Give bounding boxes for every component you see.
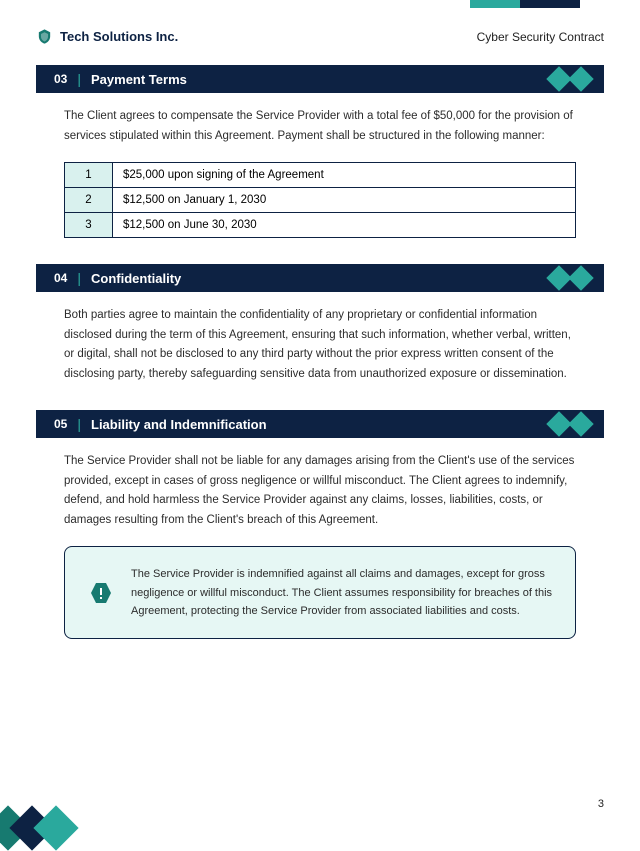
row-text: $12,500 on June 30, 2030 — [113, 213, 576, 238]
row-number: 1 — [65, 163, 113, 188]
section-header-confidentiality: 04 | Confidentiality — [36, 264, 604, 292]
row-number: 3 — [65, 213, 113, 238]
section-divider: | — [77, 71, 91, 87]
section-title: Confidentiality — [91, 271, 181, 286]
page-header: Tech Solutions Inc. Cyber Security Contr… — [0, 0, 640, 65]
payment-schedule-table: 1 $25,000 upon signing of the Agreement … — [64, 162, 576, 238]
table-row: 3 $12,500 on June 30, 2030 — [65, 213, 576, 238]
row-text: $25,000 upon signing of the Agreement — [113, 163, 576, 188]
page-number: 3 — [598, 798, 604, 810]
section-header-liability: 05 | Liability and Indemnification — [36, 410, 604, 438]
diamond-decoration — [552, 70, 596, 88]
callout-text: The Service Provider is indemnified agai… — [131, 565, 553, 619]
row-number: 2 — [65, 188, 113, 213]
section-number: 04 — [36, 271, 77, 285]
diamond-decoration — [552, 415, 596, 433]
table-row: 1 $25,000 upon signing of the Agreement — [65, 163, 576, 188]
section-title: Liability and Indemnification — [91, 417, 267, 432]
section-number: 05 — [36, 417, 77, 431]
footer-decoration — [0, 812, 72, 828]
content-area: 03 | Payment Terms The Client agrees to … — [0, 65, 640, 639]
table-row: 2 $12,500 on January 1, 2030 — [65, 188, 576, 213]
section-number: 03 — [36, 72, 77, 86]
brand-logo-icon — [36, 28, 53, 45]
liability-callout: The Service Provider is indemnified agai… — [64, 546, 576, 638]
brand-name: Tech Solutions Inc. — [60, 29, 178, 44]
section-divider: | — [77, 416, 91, 432]
alert-hex-icon — [89, 581, 113, 605]
liability-body: The Service Provider shall not be liable… — [36, 452, 604, 530]
confidentiality-body: Both parties agree to maintain the confi… — [36, 306, 604, 384]
top-accent-bars — [470, 0, 580, 8]
section-header-payment: 03 | Payment Terms — [36, 65, 604, 93]
diamond-decoration — [552, 269, 596, 287]
payment-body: The Client agrees to compensate the Serv… — [36, 107, 604, 146]
document-title: Cyber Security Contract — [477, 30, 604, 44]
section-title: Payment Terms — [91, 72, 187, 87]
brand: Tech Solutions Inc. — [36, 28, 178, 45]
row-text: $12,500 on January 1, 2030 — [113, 188, 576, 213]
section-divider: | — [77, 270, 91, 286]
